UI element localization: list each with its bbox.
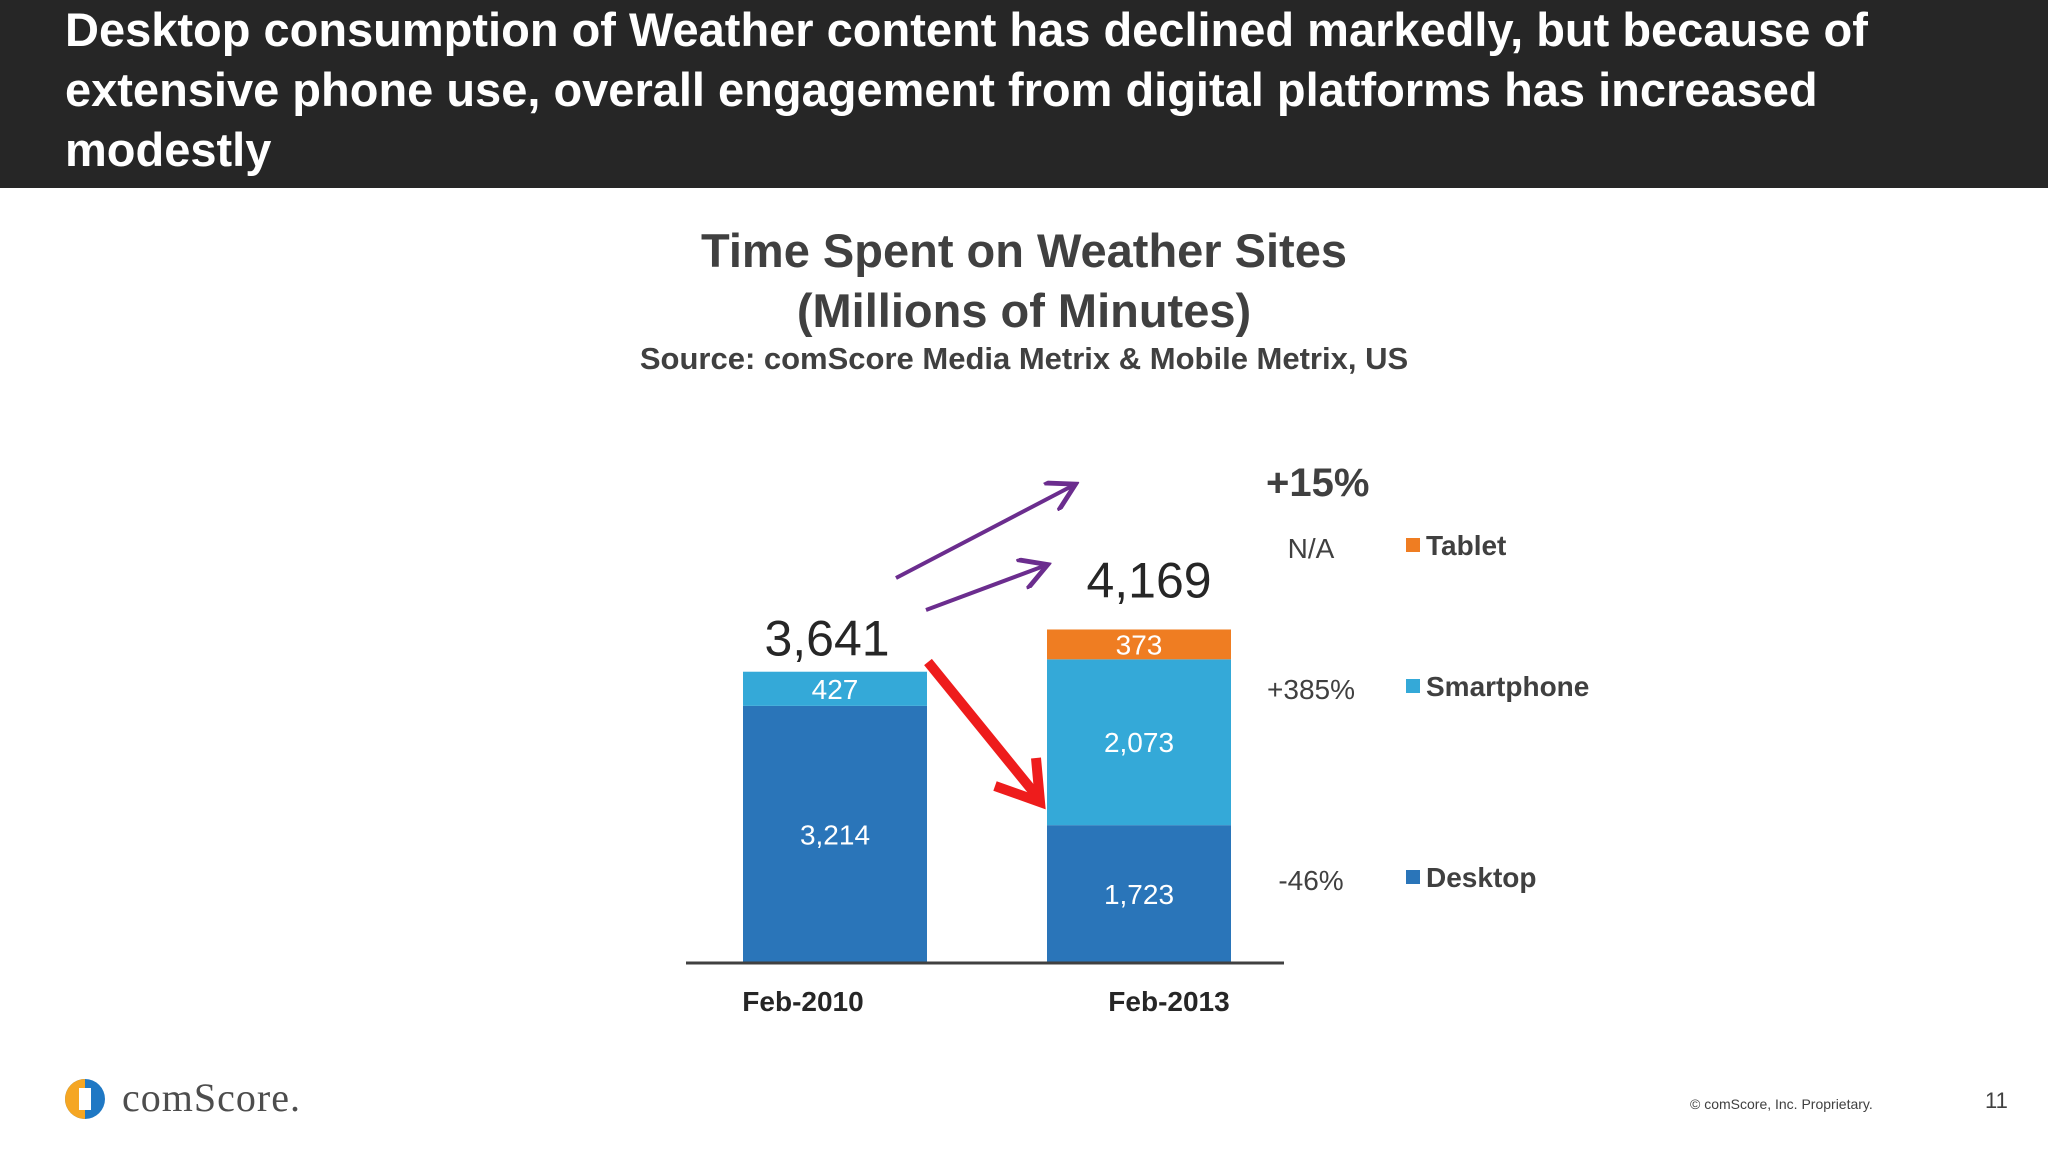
legend-label-tablet: Tablet xyxy=(1426,530,1506,561)
bar-smartphone-feb-2010 xyxy=(743,671,927,706)
change-label-smartphone: +385% xyxy=(1267,674,1355,705)
copyright-text: © comScore, Inc. Proprietary. xyxy=(1690,1096,1873,1112)
x-tick-label-feb-2010: Feb-2010 xyxy=(742,986,863,1017)
legend-label-desktop: Desktop xyxy=(1426,862,1536,893)
data-label-tablet-feb-2013: 373 xyxy=(1116,629,1163,660)
title-banner: Desktop consumption of Weather content h… xyxy=(0,0,2048,188)
chart-title: Time Spent on Weather Sites xyxy=(701,224,1347,277)
bar-smartphone-feb-2013 xyxy=(1047,659,1231,826)
legend-swatch-smartphone xyxy=(1406,679,1420,693)
legend-swatch-desktop xyxy=(1406,870,1420,884)
legend-label-smartphone: Smartphone xyxy=(1426,671,1589,702)
total-label-feb-2013: 4,169 xyxy=(1086,552,1211,608)
legend-swatch-tablet xyxy=(1406,538,1420,552)
page-number: 11 xyxy=(1985,1088,2008,1113)
total-growth-arrow xyxy=(895,486,1072,580)
total-label-feb-2010: 3,641 xyxy=(764,611,889,667)
data-label-smartphone-feb-2010: 427 xyxy=(812,674,859,705)
total-change-label: +15% xyxy=(1266,461,1369,505)
smartphone-growth-arrow xyxy=(925,566,1044,612)
data-label-desktop-feb-2010: 3,214 xyxy=(800,819,870,850)
change-label-tablet: N/A xyxy=(1288,533,1335,564)
x-tick-label-feb-2013: Feb-2013 xyxy=(1108,986,1229,1017)
bar-desktop-feb-2013 xyxy=(1047,825,1231,963)
desktop-decline-arrow xyxy=(924,658,1046,810)
comscore-logo-icon xyxy=(65,1079,105,1119)
logo-text: comScore. xyxy=(122,1075,301,1120)
chart-source: Source: comScore Media Metrix & Mobile M… xyxy=(639,341,1409,376)
chart-subtitle: (Millions of Minutes) xyxy=(796,284,1252,337)
change-label-desktop: -46% xyxy=(1278,865,1343,896)
slide-title: Desktop consumption of Weather content h… xyxy=(65,3,1868,176)
data-label-smartphone-feb-2013: 2,073 xyxy=(1104,727,1174,758)
data-label-desktop-feb-2013: 1,723 xyxy=(1104,879,1174,910)
bar-desktop-feb-2010 xyxy=(743,705,927,963)
bar-tablet-feb-2013 xyxy=(1047,629,1231,660)
